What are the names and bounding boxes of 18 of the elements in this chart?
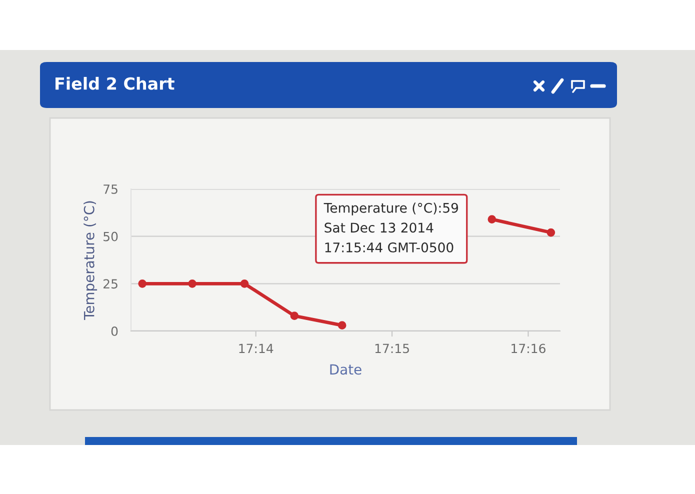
y-tick-label: 25 [104, 279, 118, 289]
point [338, 321, 346, 330]
point [546, 228, 556, 237]
x-axis-title: Date [330, 364, 362, 375]
y-tick-label: 75 [104, 184, 118, 194]
y-tick-label: 0 [111, 326, 118, 336]
point [188, 280, 196, 288]
x-tick-label: 17:14 [239, 344, 274, 353]
y-tick-label: 50 [104, 232, 118, 242]
annotation: Temperature (°C):59 Sat Dec 13 2014 17:15:44 GMT-0500 [324, 202, 458, 252]
y-axis-title: Temperature (°C) [84, 201, 98, 320]
chart-title: Field 2 Chart [56, 76, 174, 90]
x-tick-label: 17:16 [512, 344, 546, 354]
point [290, 312, 299, 320]
point [488, 215, 496, 224]
x-tick-label: 17:15 [375, 344, 409, 354]
point [240, 280, 249, 288]
point [138, 280, 147, 288]
